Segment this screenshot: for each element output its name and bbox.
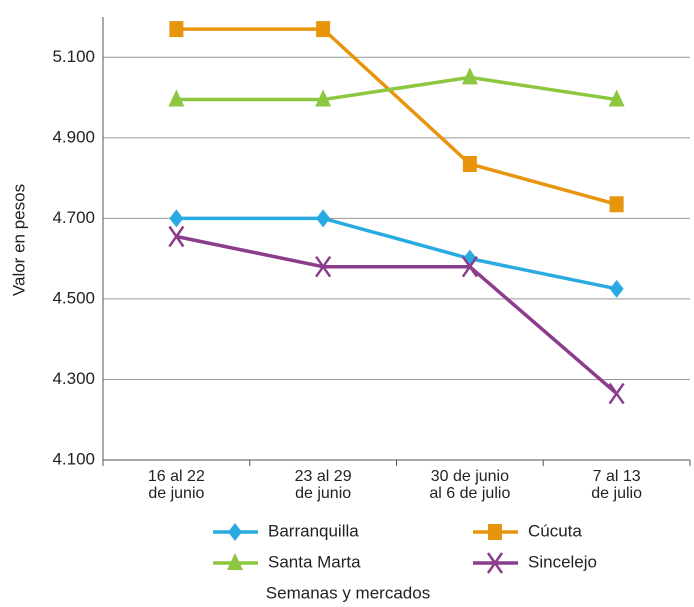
marker <box>168 225 185 248</box>
y-axis-title: Valor en pesos <box>9 184 28 296</box>
marker <box>609 279 624 298</box>
series-line <box>176 75 617 102</box>
y-tick-label: 5.100 <box>52 47 95 66</box>
y-tick-label: 4.300 <box>52 369 95 388</box>
legend-label: Santa Marta <box>268 552 361 571</box>
marker <box>315 255 332 278</box>
x-tick-label: 30 de junio <box>431 468 509 485</box>
marker <box>608 382 625 405</box>
x-tick-label: 16 al 22 <box>148 468 205 485</box>
x-tick-label: al 6 de julio <box>429 485 510 502</box>
marker <box>228 523 242 541</box>
marker <box>169 21 184 38</box>
y-tick-label: 4.500 <box>52 288 95 307</box>
x-tick-label: de junio <box>148 485 204 502</box>
legend-label: Sincelejo <box>528 552 597 571</box>
y-tick-label: 4.700 <box>52 208 95 227</box>
marker <box>608 89 625 107</box>
marker <box>462 155 477 172</box>
marker <box>609 196 624 213</box>
series-line <box>176 234 618 395</box>
marker <box>316 209 331 228</box>
marker <box>488 524 502 540</box>
legend-label: Barranquilla <box>268 521 359 540</box>
x-tick-label: de junio <box>295 485 351 502</box>
marker <box>227 553 243 570</box>
marker <box>486 552 504 574</box>
marker <box>316 21 331 38</box>
marker <box>461 67 478 85</box>
y-tick-label: 4.900 <box>52 127 95 146</box>
series-line <box>176 27 618 206</box>
legend-label: Cúcuta <box>528 521 582 540</box>
marker <box>168 89 185 107</box>
y-tick-label: 4.100 <box>52 449 95 468</box>
marker <box>169 209 184 228</box>
x-tick-label: 7 al 13 <box>593 468 641 485</box>
marker <box>461 255 478 278</box>
series-line <box>176 216 617 291</box>
x-tick-label: 23 al 29 <box>295 468 352 485</box>
x-tick-label: de julio <box>591 485 642 502</box>
x-axis-title: Semanas y mercados <box>266 583 430 602</box>
marker <box>315 89 332 107</box>
